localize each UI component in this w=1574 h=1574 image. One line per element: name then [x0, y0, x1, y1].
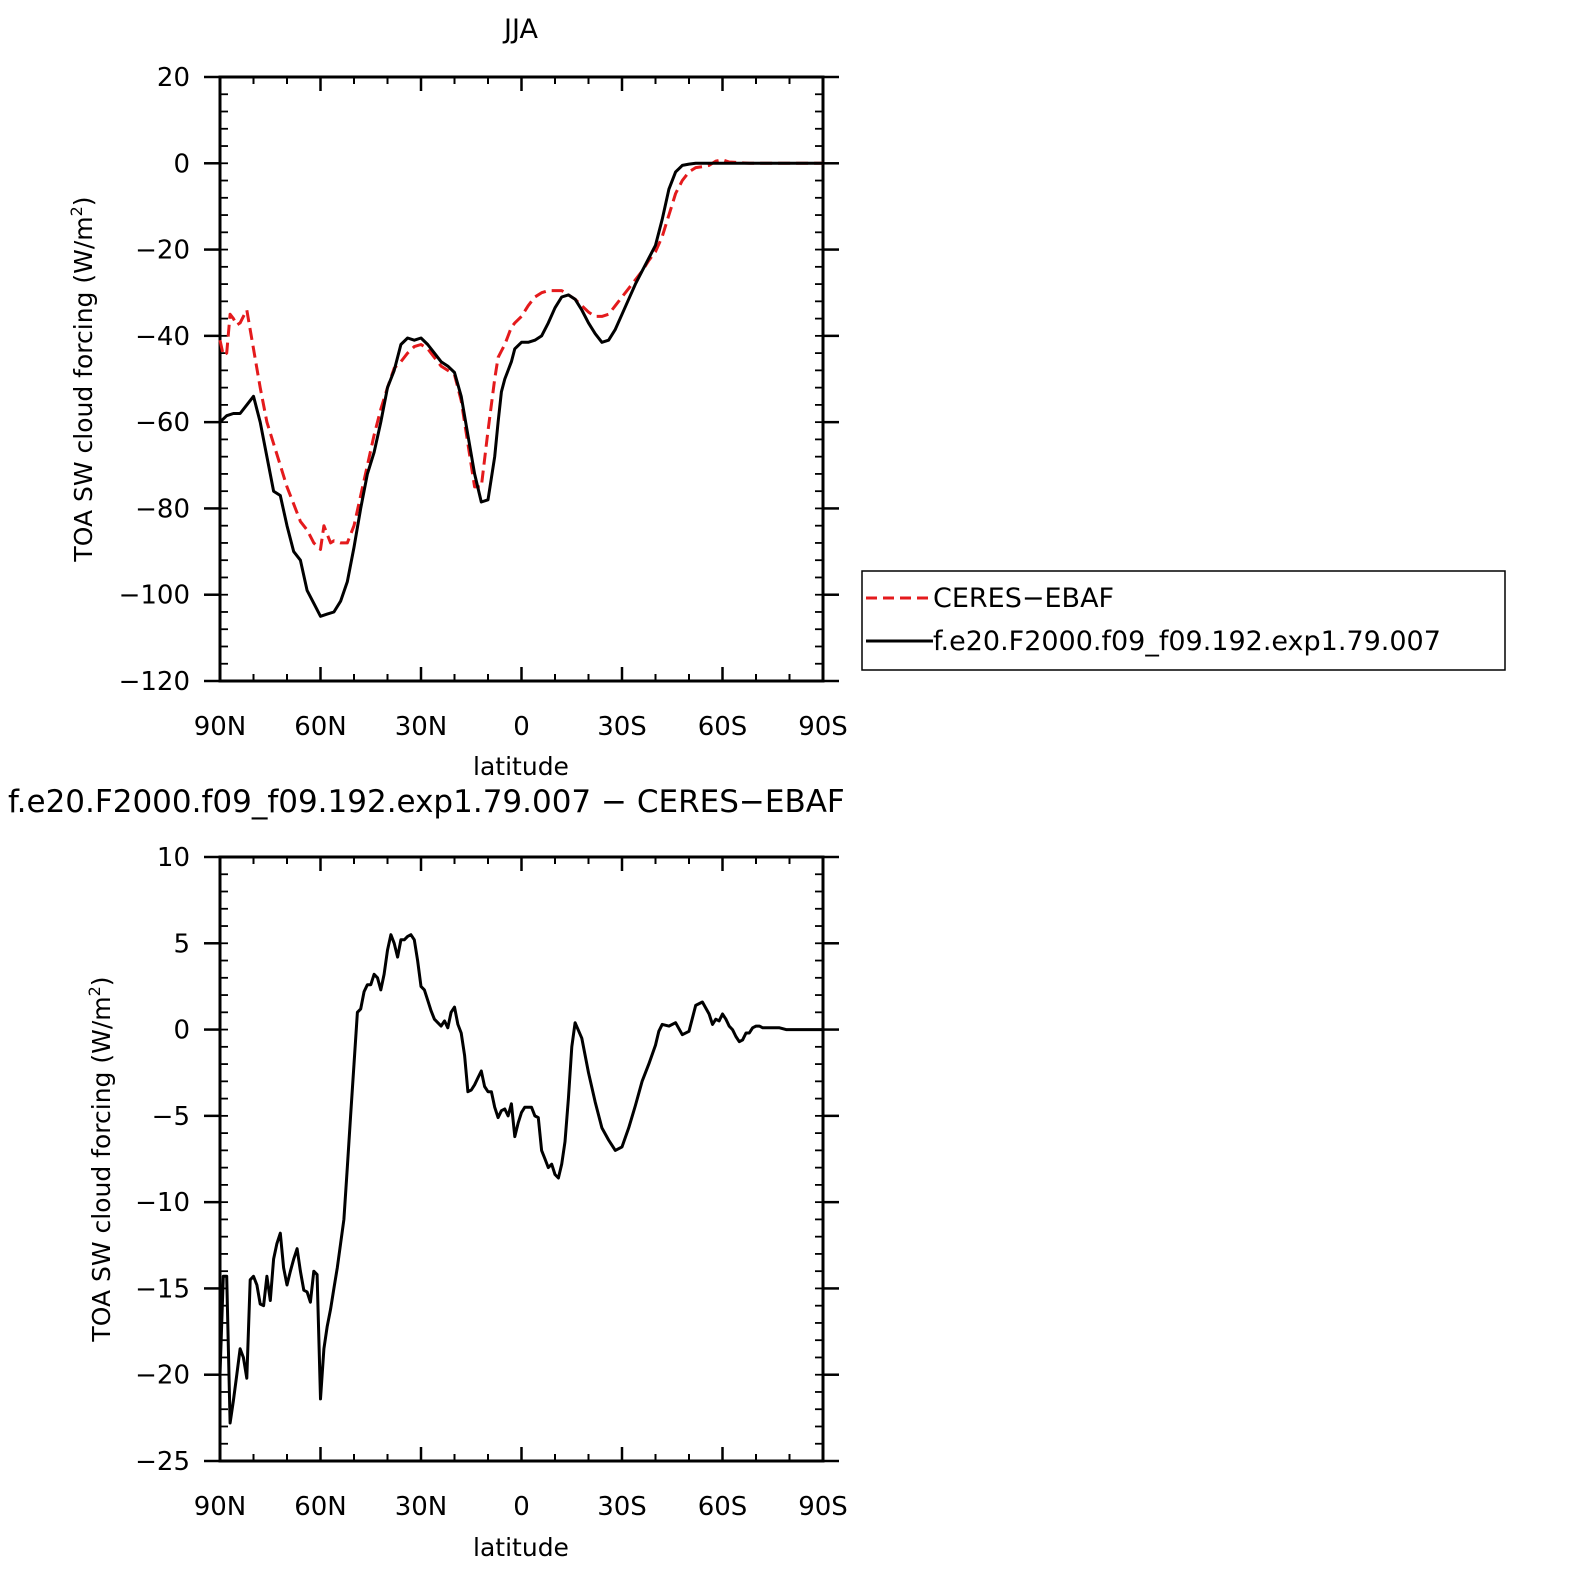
series-lines [218, 158, 823, 618]
x-tick-label: 30N [395, 1492, 448, 1522]
x-tick-label: 30N [395, 712, 448, 742]
x-tick-label: 90N [194, 712, 247, 742]
y-tick-label: 20 [157, 63, 190, 93]
chart-title-jja: JJA [502, 14, 538, 45]
x-axis-title: latitude [473, 752, 569, 781]
x-tick-label: 30S [597, 712, 647, 742]
legend-label-model: f.e20.F2000.f09_f09.192.exp1.79.007 [933, 626, 1441, 657]
y-tick-label: −80 [135, 494, 190, 524]
plot-frame [218, 855, 825, 1463]
y-axis-title: TOA SW cloud forcing (W/m2) [85, 976, 116, 1342]
top-chart-panel: JJA 90N 60N 30N 0 30S 60S 90S 20 0 −20 −40 −60 −80 −1… [67, 14, 848, 781]
y-axis-title: TOA SW cloud forcing (W/m2) [67, 196, 98, 562]
x-tick-label: 0 [513, 1492, 530, 1522]
y-tick-label: −5 [152, 1102, 190, 1132]
y-tick-label: −60 [135, 408, 190, 438]
y-tick-label: −120 [119, 667, 190, 697]
x-axis-title: latitude [473, 1533, 569, 1562]
x-tick-label: 90N [194, 1492, 247, 1522]
series-line-0 [218, 158, 823, 551]
series-line-1 [218, 161, 823, 618]
series-lines [218, 933, 823, 1425]
y-tick-label: −100 [119, 581, 190, 611]
x-tick-label: 0 [513, 712, 530, 742]
x-tick-label: 60N [294, 1492, 347, 1522]
y-tick-label: −40 [135, 322, 190, 352]
x-tick-label: 90S [798, 712, 848, 742]
legend-label-ceres: CERES−EBAF [933, 583, 1114, 614]
axis-ticks: 90N 60N 30N 0 30S 60S 90S 20 0 −20 −40 −60 −80 −100 −1… [119, 63, 848, 742]
series-line-0 [218, 933, 823, 1425]
x-tick-label: 90S [798, 1492, 848, 1522]
legend: CERES−EBAF f.e20.F2000.f09_f09.192.exp1.… [861, 570, 1506, 671]
y-tick-label: −10 [135, 1188, 190, 1218]
y-tick-label: 0 [173, 149, 190, 179]
y-tick-label: −20 [135, 236, 190, 266]
y-tick-label: 5 [173, 929, 190, 959]
x-tick-label: 60N [294, 712, 347, 742]
chart-title-difference: f.e20.F2000.f09_f09.192.exp1.79.007 − CE… [8, 784, 845, 820]
y-tick-label: 10 [157, 843, 190, 873]
y-tick-label: −15 [135, 1274, 190, 1304]
axis-ticks: 90N 60N 30N 0 30S 60S 90S 10 5 0 −5 −10 −15 −20 −25 [135, 843, 848, 1522]
bottom-chart-panel: f.e20.F2000.f09_f09.192.exp1.79.007 − CE… [8, 784, 848, 1562]
x-tick-label: 60S [698, 1492, 748, 1522]
y-tick-label: −25 [135, 1447, 190, 1477]
x-tick-label: 30S [597, 1492, 647, 1522]
y-tick-label: 0 [173, 1016, 190, 1046]
plot-frame [218, 75, 825, 683]
x-tick-label: 60S [698, 712, 748, 742]
legend-box [861, 570, 1506, 671]
y-tick-label: −20 [135, 1361, 190, 1391]
